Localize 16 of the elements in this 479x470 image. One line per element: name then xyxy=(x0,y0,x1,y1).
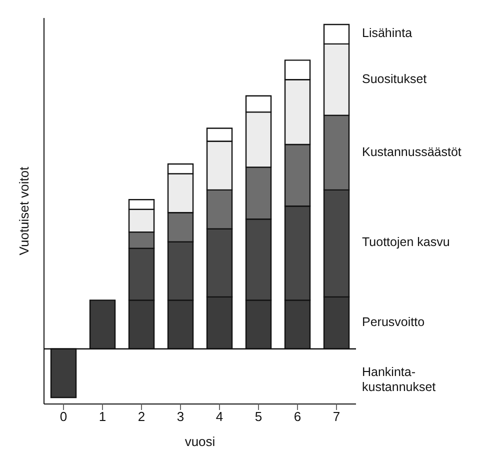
x-tick-label: 2 xyxy=(138,409,146,424)
x-tick-label: 0 xyxy=(60,409,68,424)
series-label: Lisähinta xyxy=(362,26,414,42)
x-tick-label: 7 xyxy=(332,409,340,424)
series-label: Suositukset xyxy=(362,72,428,87)
x-tick-label: 4 xyxy=(216,409,224,424)
y-axis-title: Vuotuiset voitot xyxy=(16,166,32,256)
x-axis-title: vuosi xyxy=(184,434,216,449)
series-label: Perusvoitto xyxy=(362,314,426,330)
x-tick-label: 1 xyxy=(98,409,106,424)
x-tick-label: 6 xyxy=(294,409,302,424)
x-tick-label: 5 xyxy=(254,409,262,424)
text: Hankinta-kustannukset xyxy=(362,365,437,396)
x-tick-label: 3 xyxy=(176,409,184,424)
series-label: Tuottojen kasvu xyxy=(362,235,451,250)
series-label: Kustannussäästöt xyxy=(362,144,462,160)
